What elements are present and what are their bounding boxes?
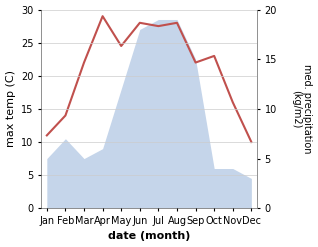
X-axis label: date (month): date (month) — [108, 231, 190, 242]
Y-axis label: max temp (C): max temp (C) — [5, 70, 16, 147]
Y-axis label: med. precipitation
(kg/m2): med. precipitation (kg/m2) — [291, 64, 313, 154]
